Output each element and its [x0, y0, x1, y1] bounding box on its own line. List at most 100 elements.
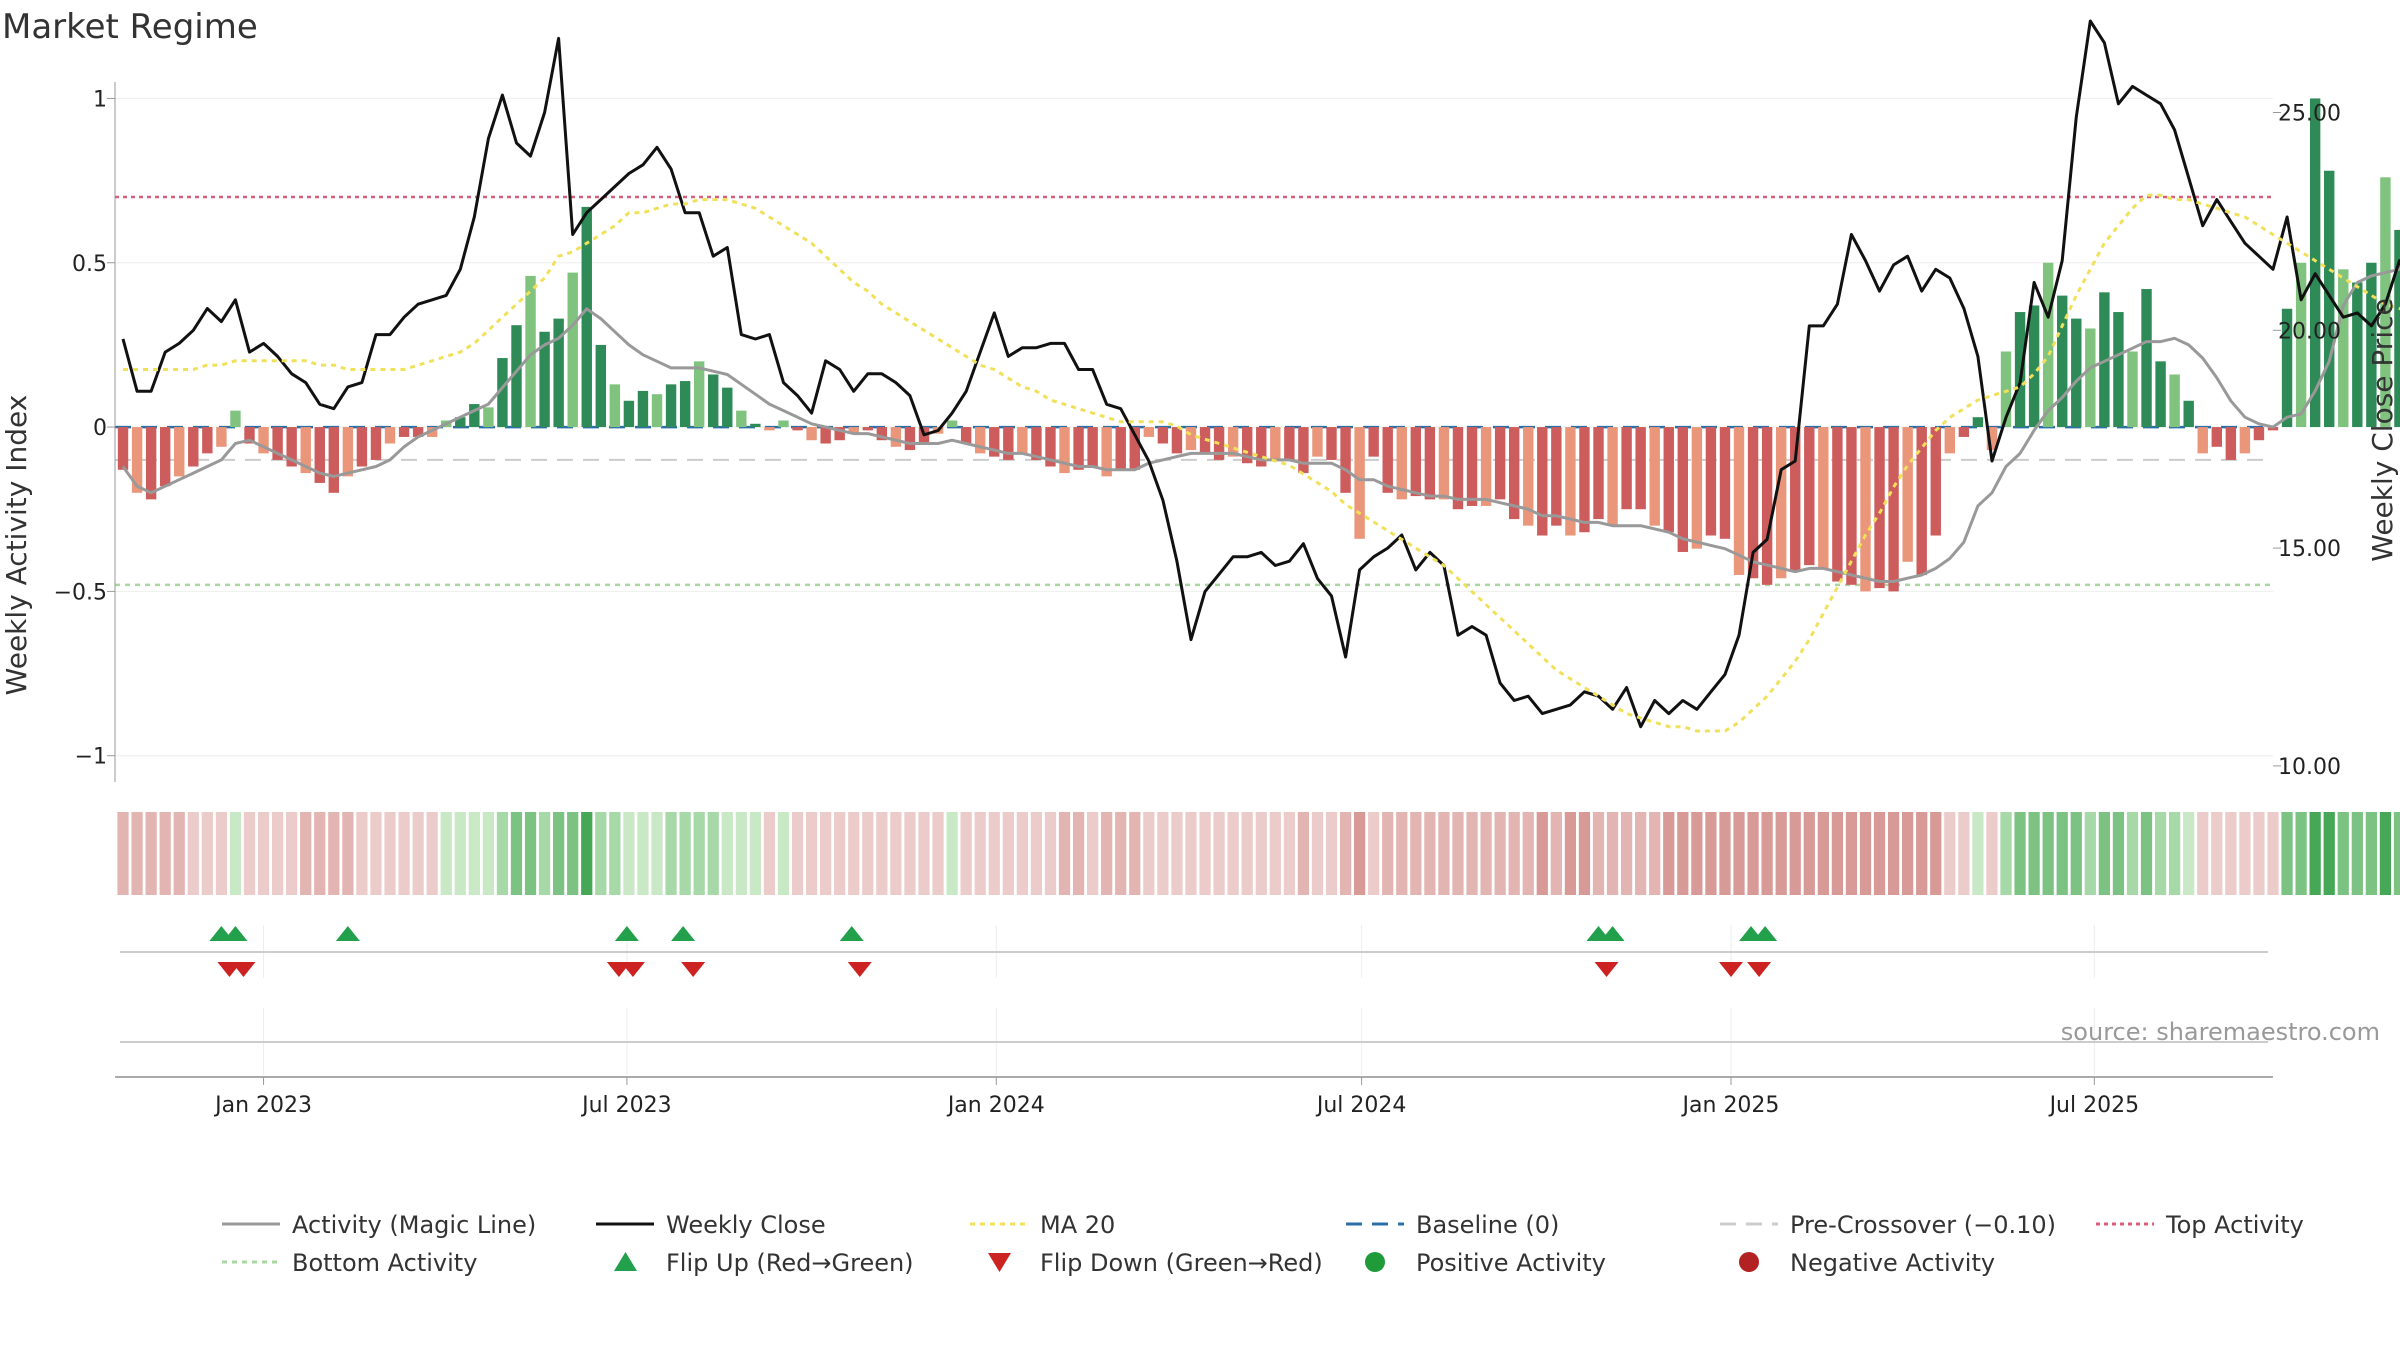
legend-negative-activity: Negative Activity — [1790, 1249, 1995, 1277]
regime-strip-cell — [440, 812, 452, 895]
activity-bar — [1832, 427, 1843, 582]
activity-bar — [1354, 427, 1365, 539]
flip-up-marker — [223, 926, 248, 941]
activity-bar — [1129, 427, 1140, 470]
flip-up-marker — [614, 926, 639, 941]
regime-strip-cell — [721, 812, 733, 895]
regime-strip-cell — [1016, 812, 1028, 895]
activity-bar — [1059, 427, 1070, 474]
activity-bar — [778, 420, 789, 428]
activity-bar — [1494, 427, 1506, 500]
activity-bars — [117, 98, 2400, 592]
regime-strip-cell — [2183, 812, 2195, 895]
activity-bar — [2338, 269, 2349, 428]
activity-bar — [483, 407, 494, 428]
flip-up-marker — [1600, 926, 1625, 941]
x-tick-label: Jul 2024 — [1315, 1093, 1407, 1118]
activity-bar — [1003, 427, 1014, 460]
activity-bar — [1607, 427, 1618, 526]
reference-lines — [115, 195, 2273, 587]
activity-bar — [1298, 427, 1309, 474]
activity-bar — [2042, 262, 2054, 428]
activity-bar — [1846, 427, 1857, 585]
activity-bar — [581, 206, 592, 428]
x-tick-label: Jan 2024 — [946, 1093, 1045, 1118]
activity-bar — [1593, 427, 1604, 520]
regime-strip-cell — [2337, 812, 2349, 895]
activity-bar — [1775, 427, 1787, 579]
regime-strip-cell — [1522, 812, 1534, 895]
regime-strip-cell — [1101, 812, 1113, 895]
activity-bar — [637, 390, 649, 428]
activity-bar — [750, 423, 761, 428]
activity-bar — [2211, 427, 2222, 447]
regime-strip-cell — [2028, 812, 2040, 895]
activity-bar — [1649, 427, 1660, 526]
regime-strip-cell — [1944, 812, 1956, 895]
regime-strip-cell — [271, 812, 284, 895]
flip-down-marker — [1718, 962, 1743, 977]
activity-bar — [890, 427, 902, 447]
regime-strip-cell — [1902, 812, 1914, 895]
activity-bar — [1537, 427, 1548, 536]
activity-bar — [2309, 98, 2321, 428]
regime-strip-cell — [398, 812, 410, 895]
legend-flip-down: Flip Down (Green→Red) — [1040, 1249, 1323, 1277]
activity-bar — [1031, 427, 1042, 460]
regime-strip-cell — [2267, 812, 2279, 895]
activity-bar — [342, 427, 354, 477]
activity-bar — [1171, 427, 1183, 454]
regime-strip-cell — [1494, 812, 1506, 895]
regime-strip-cell — [820, 812, 832, 895]
activity-bar — [1452, 427, 1464, 510]
regime-strip-cell — [834, 812, 846, 895]
activity-bar — [2113, 312, 2124, 428]
regime-strip-cell — [1241, 812, 1253, 895]
regime-strip-cell — [117, 812, 129, 895]
regime-strip-cell — [651, 812, 663, 895]
regime-strip-cell — [665, 812, 677, 895]
regime-strip-cell — [946, 812, 958, 895]
regime-strip-cell — [1663, 812, 1675, 895]
regime-strip-cell — [1143, 812, 1155, 895]
regime-strip-cell — [1916, 812, 1928, 895]
regime-strip-cell — [370, 812, 382, 895]
regime-strip-cell — [1845, 812, 1858, 895]
activity-bar — [567, 272, 578, 428]
regime-strip-cell — [145, 812, 157, 895]
activity-bar — [2155, 361, 2166, 428]
activity-bar — [1368, 427, 1379, 457]
y-tick-left-label: −0.5 — [54, 580, 107, 605]
regime-strip-cell — [581, 812, 593, 895]
activity-bar — [1874, 427, 1885, 589]
activity-bar — [764, 427, 775, 431]
flip-up-marker — [335, 926, 360, 941]
regime-strip-cell — [1578, 812, 1591, 895]
regime-strip-cell — [777, 812, 790, 895]
activity-bar — [412, 427, 424, 437]
legend-flip-up: Flip Up (Red→Green) — [666, 1249, 914, 1277]
activity-bar — [469, 404, 480, 428]
regime-strip-cell — [609, 812, 621, 895]
activity-bar — [1579, 427, 1590, 533]
activity-bar — [946, 420, 958, 428]
regime-strip-cell — [1775, 812, 1787, 895]
regime-strip-cell — [960, 812, 972, 895]
regime-strip-cell — [2351, 812, 2363, 895]
regime-strip-cell — [1030, 812, 1043, 895]
regime-strip-cell — [1873, 812, 1886, 895]
regime-strip-cell — [1606, 812, 1619, 895]
regime-strip-cell — [1817, 812, 1829, 895]
activity-bar — [1691, 427, 1703, 549]
activity-bar — [1326, 427, 1337, 460]
regime-strip-cell — [1157, 812, 1169, 895]
activity-bar — [314, 427, 325, 483]
activity-bar — [1073, 427, 1084, 470]
activity-bar — [595, 344, 607, 428]
regime-strip-cell — [2042, 812, 2054, 895]
activity-bar — [398, 427, 410, 437]
regime-strip-cell — [1859, 812, 1872, 895]
regime-strip-cell — [1353, 812, 1366, 895]
activity-bar — [2071, 318, 2082, 428]
legend-pre-crossover: Pre-Crossover (−0.10) — [1790, 1211, 2056, 1239]
